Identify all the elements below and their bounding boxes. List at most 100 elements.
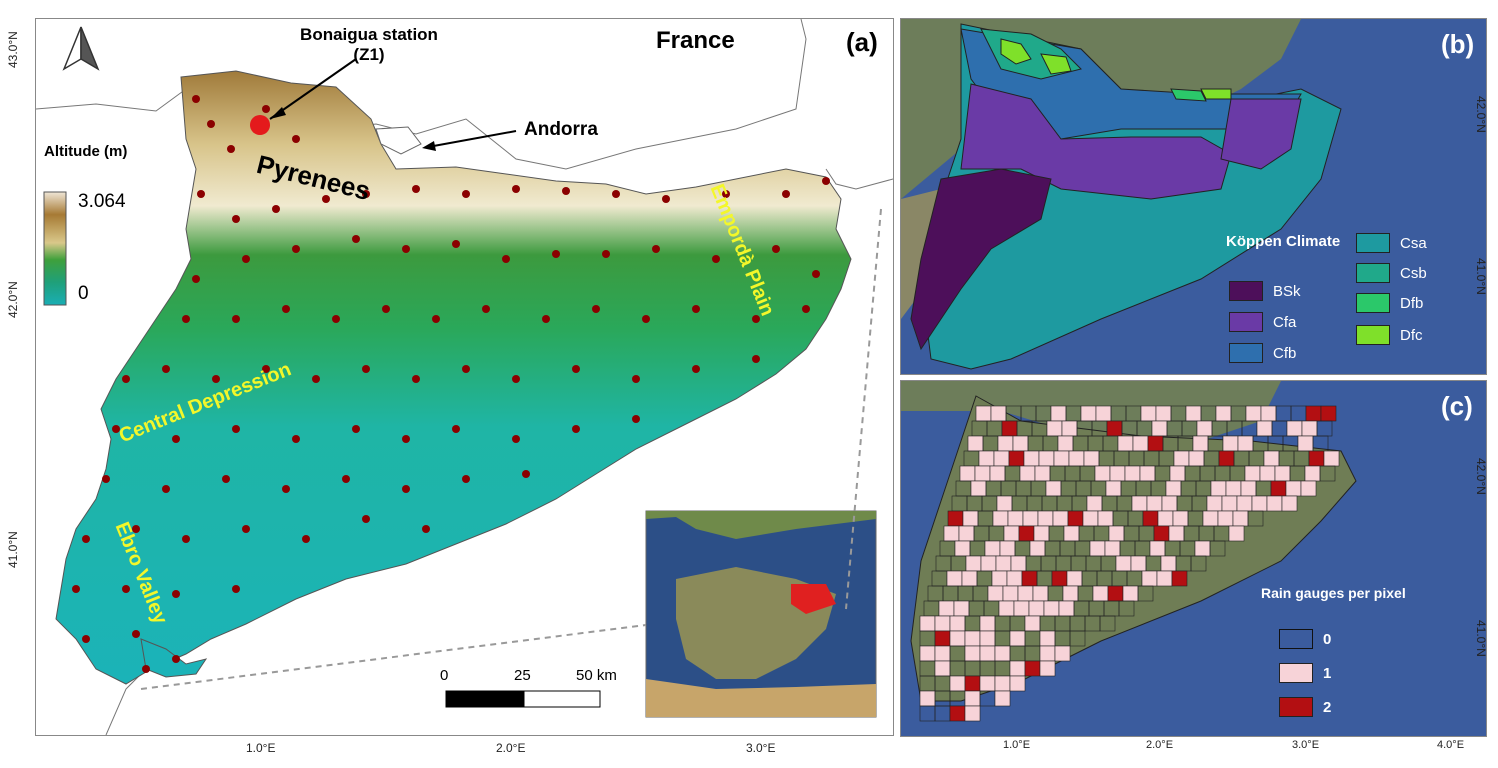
grid-pixel <box>1118 600 1135 617</box>
grid-pixel <box>1209 540 1226 557</box>
grid-pixel <box>1023 450 1040 467</box>
grid-pixel <box>949 630 966 647</box>
legend-csb-label: Csb <box>1400 264 1427 282</box>
grid-pixel <box>1320 405 1337 422</box>
grid-pixel <box>1009 660 1026 677</box>
grid-pixel <box>1141 570 1158 587</box>
grid-pixel <box>974 465 991 482</box>
france-label: France <box>656 27 735 54</box>
grid-pixel <box>1259 465 1276 482</box>
grid-pixel <box>1160 555 1177 572</box>
grid-pixel <box>1038 450 1055 467</box>
grid-pixel <box>967 435 984 452</box>
grid-pixel <box>1222 435 1239 452</box>
grid-pixel <box>1300 480 1317 497</box>
grid-pixel <box>1007 510 1024 527</box>
grid-pixel <box>961 570 978 587</box>
grid-pixel <box>1206 495 1223 512</box>
altitude-max: 3.064 <box>78 191 126 212</box>
grid-pixel <box>980 555 997 572</box>
legend-cfb-label: Cfb <box>1273 344 1297 362</box>
grid-pixel <box>1024 615 1041 632</box>
grid-pixel <box>964 630 981 647</box>
grid-pixel <box>998 600 1015 617</box>
grid-pixel <box>1124 465 1141 482</box>
grid-pixel <box>1022 510 1039 527</box>
grid-pixel <box>1188 450 1205 467</box>
grid-pixel <box>994 645 1011 662</box>
grid-pixel <box>1168 525 1185 542</box>
grid-pixel <box>962 510 979 527</box>
grid-pixel <box>1067 510 1084 527</box>
grid-pixel <box>1215 405 1232 422</box>
grid-pixel <box>1050 405 1067 422</box>
grid-pixel <box>1155 405 1172 422</box>
grid-pixel <box>1086 495 1103 512</box>
a-xtick-2: 2.0°E <box>496 741 526 755</box>
grid-pixel <box>1024 660 1041 677</box>
koppen-climate-map <box>901 19 1486 374</box>
swatch-csb <box>1356 263 1390 283</box>
grid-pixel <box>919 615 936 632</box>
grid-pixel <box>954 540 971 557</box>
grid-pixel <box>1217 510 1234 527</box>
pixel-grid <box>919 405 1340 722</box>
grid-pixel <box>979 675 996 692</box>
grid-pixel <box>1053 450 1070 467</box>
grid-pixel <box>1132 435 1149 452</box>
c-xtick-3: 3.0°E <box>1292 739 1320 751</box>
panel-a-map: (a) Bonaigua station (Z1) France Andorra… <box>35 18 894 736</box>
grid-pixel <box>1161 495 1178 512</box>
b-ytick-42: 42.0°N <box>1474 96 1488 133</box>
grid-pixel <box>1039 645 1056 662</box>
legend-csa-label: Csa <box>1400 234 1427 252</box>
a-ytick-43: 43.0°N <box>6 31 20 68</box>
legend-gauge-2: 2 <box>1279 697 1331 717</box>
swatch-gauge-1 <box>1279 663 1313 683</box>
station-label-code: (Z1) <box>353 45 385 64</box>
grid-pixel <box>979 630 996 647</box>
grid-pixel <box>1301 420 1318 437</box>
north-arrow-icon <box>62 26 100 71</box>
gauge-legend-title: Rain gauges per pixel <box>1261 585 1406 601</box>
swatch-cfb <box>1229 343 1263 363</box>
grid-pixel <box>1225 480 1242 497</box>
grid-pixel <box>999 540 1016 557</box>
grid-pixel <box>1210 480 1227 497</box>
legend-csa: Csa <box>1356 233 1427 253</box>
grid-pixel <box>1037 510 1054 527</box>
swatch-dfc <box>1356 325 1390 345</box>
catalonia-land <box>55 70 852 685</box>
grid-pixel <box>919 690 936 707</box>
legend-dfb-label: Dfb <box>1400 294 1424 312</box>
grid-pixel <box>978 450 995 467</box>
panel-b-letter: (b) <box>1441 29 1475 59</box>
swatch-dfb <box>1356 293 1390 313</box>
altitude-min: 0 <box>78 283 89 304</box>
grid-pixel <box>1104 540 1121 557</box>
grid-pixel <box>1319 465 1336 482</box>
swatch-gauge-2 <box>1279 697 1313 717</box>
legend-gauge-2-label: 2 <box>1323 698 1332 716</box>
panel-c-letter: (c) <box>1441 391 1473 421</box>
grid-pixel <box>1013 600 1030 617</box>
grid-pixel <box>1323 450 1340 467</box>
station-label-name: Bonaigua station <box>300 25 438 44</box>
grid-pixel <box>1122 585 1139 602</box>
grid-pixel <box>1003 525 1020 542</box>
grid-pixel <box>934 615 951 632</box>
legend-dfb: Dfb <box>1356 293 1423 313</box>
grid-pixel <box>993 450 1010 467</box>
grid-pixel <box>989 465 1006 482</box>
grid-pixel <box>1247 510 1264 527</box>
grid-pixel <box>1202 510 1219 527</box>
grid-pixel <box>979 645 996 662</box>
grid-pixel <box>1108 525 1125 542</box>
grid-pixel <box>1263 450 1280 467</box>
grid-pixel <box>1095 405 1112 422</box>
grid-pixel <box>1057 435 1074 452</box>
grid-pixel <box>1069 630 1086 647</box>
grid-pixel <box>1054 645 1071 662</box>
grid-pixel <box>1153 525 1170 542</box>
grid-pixel <box>1063 525 1080 542</box>
